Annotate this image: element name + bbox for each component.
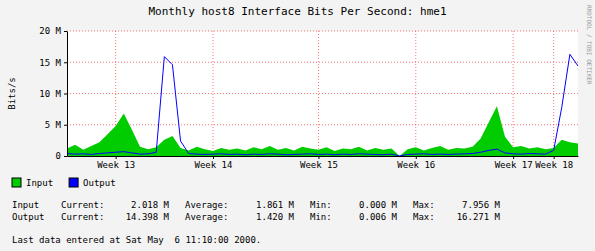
stats-value: 0.006 M [359, 212, 398, 222]
chart-title: Monthly host8 Interface Bits Per Second:… [148, 5, 446, 18]
x-tick-label: Week 17 [495, 160, 533, 170]
legend: Input Output [12, 178, 116, 188]
y-tick-mark [64, 31, 67, 32]
stats-column-label: Average: [185, 200, 228, 210]
footer: Last data entered at Sat May 6 11:10:00 … [12, 235, 261, 245]
y-tick-label: 0 [56, 151, 61, 161]
y-tick-mark [64, 125, 67, 126]
grid-line-y [67, 93, 578, 94]
stats-value: 2.018 M [131, 200, 170, 210]
legend-swatch [69, 178, 78, 187]
grid [67, 31, 578, 156]
grid-line-x [553, 31, 554, 156]
plot-canvas [67, 31, 578, 156]
x-tick-mark [116, 156, 117, 159]
grid-line-x [318, 31, 319, 156]
y-tick-label: 5 M [45, 120, 62, 130]
y-tick-label: 20 M [39, 26, 61, 36]
annotation: RRDTOOL / TOBI OETIKER [586, 5, 593, 85]
stats: Input Current: 2.018 M Average: 1.861 M Min: 0… [12, 200, 501, 222]
legend-swatch [12, 178, 21, 187]
grid-line-y [67, 62, 578, 63]
series-line [67, 54, 578, 156]
stats-value: 16.271 M [457, 212, 501, 222]
stats-value: 0.000 M [359, 200, 398, 210]
x-tick: Week 15 [300, 156, 338, 170]
stats-value: 7.956 M [462, 200, 501, 210]
x-tick-label: Week 18 [535, 160, 573, 170]
y-axis-line [67, 32, 68, 157]
x-tick-mark [213, 156, 214, 159]
stats-row-name: Output [12, 212, 45, 222]
x-tick: Week 13 [97, 156, 135, 170]
stats-row-name: Input [12, 200, 39, 210]
stats-column-label: Average: [185, 212, 228, 222]
grid-line-x [415, 31, 416, 156]
x-tick-label: Week 14 [195, 160, 233, 170]
legend-label: Input [26, 178, 53, 188]
y-tick: 5 M [45, 120, 67, 130]
stats-value: 1.420 M [256, 212, 295, 222]
stats-column-label: Max: [413, 200, 435, 210]
y-tick-mark [64, 94, 67, 95]
grid-line-x [213, 31, 214, 156]
stats-value: 14.398 M [126, 212, 170, 222]
y-tick: 20 M [39, 26, 67, 36]
x-tick: Week 17 [495, 156, 533, 170]
grid-line-x [513, 31, 514, 156]
x-tick-mark [318, 156, 319, 159]
x-axis: Week 13 Week 14 Week 15 Week 16 Week 17Week … [68, 156, 579, 170]
y-tick: 0 [56, 151, 67, 161]
x-tick-label: Week 15 [300, 160, 338, 170]
x-tick: Week 18 [535, 156, 573, 170]
stats-column-label: Current: [61, 200, 104, 210]
legend-label: Output [83, 178, 116, 188]
stats-column-label: Min: [310, 200, 332, 210]
stats-column-label: Current: [61, 212, 104, 222]
y-axis: 0 5 M 10 M 15 M 20 M [39, 26, 67, 161]
y-tick-label: 10 M [39, 89, 61, 99]
y-axis-title: Bits/s [7, 77, 17, 110]
chart-root: Monthly host8 Interface Bits Per Second:… [0, 0, 595, 251]
grid-line-y [67, 31, 578, 32]
x-tick-mark [554, 156, 555, 159]
stats-column-label: Max: [413, 212, 435, 222]
x-tick-label: Week 16 [397, 160, 435, 170]
x-tick-label: Week 13 [97, 160, 135, 170]
x-tick: Week 16 [397, 156, 435, 170]
stats-value: 1.861 M [256, 200, 295, 210]
y-tick-mark [64, 62, 67, 63]
x-tick: Week 14 [195, 156, 233, 170]
chart-svg: Monthly host8 Interface Bits Per Second:… [0, 0, 595, 251]
series-area [67, 106, 578, 156]
x-tick-mark [513, 156, 514, 159]
x-axis-line [68, 156, 579, 157]
y-tick: 10 M [39, 89, 67, 99]
stats-column-label: Min: [310, 212, 332, 222]
y-tick: 15 M [39, 58, 67, 68]
y-tick-label: 15 M [39, 58, 61, 68]
plot-area [67, 54, 578, 156]
y-tick-mark [64, 156, 67, 157]
x-tick-mark [416, 156, 417, 159]
background [0, 0, 595, 251]
